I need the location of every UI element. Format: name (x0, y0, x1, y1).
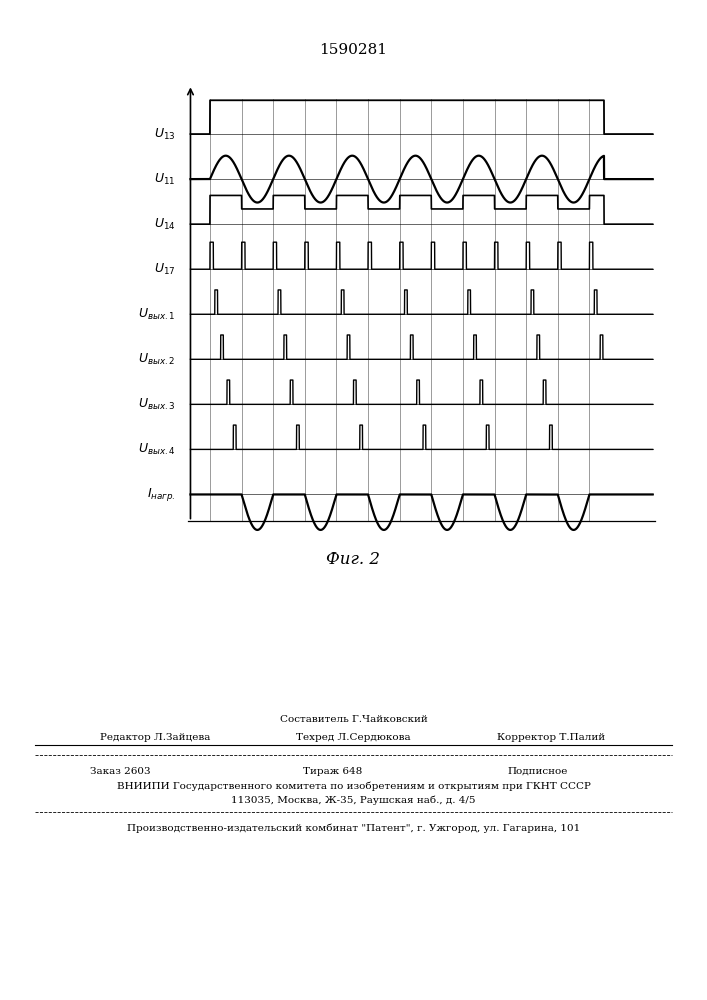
Text: 1590281: 1590281 (320, 43, 387, 57)
Text: ВНИИПИ Государственного комитета по изобретениям и открытиям при ГКНТ СССР: ВНИИПИ Государственного комитета по изоб… (117, 781, 590, 791)
Text: Техред Л.Сердюкова: Техред Л.Сердюкова (296, 732, 411, 742)
Text: $U_{14}$: $U_{14}$ (154, 217, 176, 232)
Text: Составитель Г.Чайковский: Составитель Г.Чайковский (280, 714, 427, 724)
Text: $U_{13}$: $U_{13}$ (154, 127, 176, 142)
Text: Тираж 648: Тираж 648 (303, 766, 362, 776)
Text: $U_{17}$: $U_{17}$ (154, 262, 176, 277)
Text: Подписное: Подписное (507, 766, 568, 776)
Text: 113035, Москва, Ж-35, Раушская наб., д. 4/5: 113035, Москва, Ж-35, Раушская наб., д. … (231, 795, 476, 805)
Text: $U_{\mathit{вых}.2}$: $U_{\mathit{вых}.2}$ (139, 352, 176, 367)
Text: Редактор Л.Зайцева: Редактор Л.Зайцева (100, 732, 211, 742)
Text: $U_{\mathit{вых}.4}$: $U_{\mathit{вых}.4}$ (138, 442, 176, 457)
Text: Заказ 2603: Заказ 2603 (90, 766, 151, 776)
Text: $U_{11}$: $U_{11}$ (154, 172, 176, 187)
Text: $U_{\mathit{вых}.3}$: $U_{\mathit{вых}.3}$ (138, 397, 176, 412)
Text: Фиг. 2: Фиг. 2 (327, 552, 380, 568)
Text: Производственно-издательский комбинат "Патент", г. Ужгород, ул. Гагарина, 101: Производственно-издательский комбинат "П… (127, 823, 580, 833)
Text: $U_{\mathit{вых}.1}$: $U_{\mathit{вых}.1}$ (139, 307, 176, 322)
Text: Корректор Т.Палий: Корректор Т.Палий (498, 732, 605, 742)
Text: $I_{\mathit{нагр}.}$: $I_{\mathit{нагр}.}$ (147, 486, 176, 503)
